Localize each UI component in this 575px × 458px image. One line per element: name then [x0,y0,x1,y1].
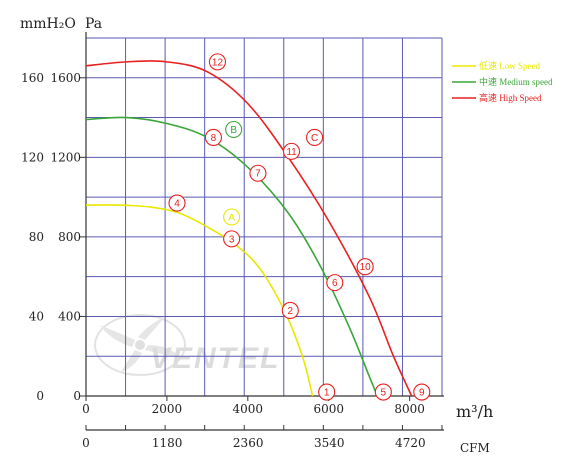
marker-label: B [230,125,237,136]
x-unit-label: m³/h [456,402,493,421]
series-layer [85,60,413,397]
marker-12: 12 [208,53,227,71]
marker-label: 9 [419,388,425,399]
legend-label: 高速 High Speed [479,92,542,103]
x-tick-label: 8000 [394,402,425,416]
marker-7: 7 [249,164,267,182]
y-tick-label-pa: 0 [73,389,81,403]
marker-label: 6 [332,278,338,289]
cfm-tick-label: 0 [82,436,90,450]
marker-A: A [223,208,241,226]
y-tick-label-mmh2o: 80 [29,230,44,244]
marker-circle [356,258,374,276]
y-tick-label-pa: 800 [58,230,81,244]
marker-label: 3 [229,234,235,245]
axis-units: mmH₂O Pa m³/h CFM [20,16,493,455]
marker-2: 2 [281,301,299,320]
marker-label: 10 [360,262,372,273]
marker-circle [225,120,243,139]
marker-circle [208,53,227,71]
marker-circle [306,128,324,146]
marker-label: 1 [324,388,330,399]
x-tick-label: 4000 [233,402,264,416]
y-tick-label-mmh2o: 160 [21,71,44,85]
x-tick-label: 6000 [313,402,344,416]
marker-9: 9 [413,383,431,401]
y-tick-label-mmh2o: 40 [29,309,44,323]
marker-circle [281,301,299,320]
cfm-tick-label: 1180 [152,436,183,450]
y-tick-label-mmh2o: 120 [21,150,44,164]
marker-circle [223,230,241,248]
y-tick-label-mmh2o: 0 [36,389,44,403]
marker-6: 6 [326,274,344,292]
marker-label: 5 [381,388,387,399]
marker-label: A [228,213,235,224]
marker-circle [249,164,267,182]
marker-11: 11 [282,142,301,160]
y-tick-label-pa: 1600 [50,71,81,85]
marker-circle [318,383,336,401]
cfm-tick-label: 2360 [233,436,264,450]
marker-label: 2 [288,306,294,317]
marker-10: 10 [356,258,374,276]
marker-label: 4 [174,199,180,210]
marker-B: B [225,120,243,139]
x-tick-label: 2000 [152,402,183,416]
legend: 低速 Low Speed 中速 Medium speed 高速 High Speed [452,60,553,103]
y-tick-label-pa: 400 [58,309,81,323]
y-unit-label-left: mmH₂O [20,16,76,32]
marker-label: 7 [255,169,261,180]
marker-3: 3 [223,230,241,248]
marker-circle [168,194,186,212]
marker-C: C [306,128,324,146]
y-unit-label-right: Pa [85,16,102,32]
marker-circle [282,142,301,160]
legend-label: 中速 Medium speed [479,76,553,87]
marker-4: 4 [168,194,186,212]
cfm-unit-label: CFM [460,441,490,455]
cfm-tick-label: 4720 [395,436,426,450]
series-line-1 [85,116,379,397]
series-line-0 [85,204,314,397]
watermark: VENTEL [94,314,280,376]
marker-label: C [311,133,318,144]
marker-circle [204,128,222,146]
y-tick-label-pa: 1200 [50,150,81,164]
series-line-2 [85,60,413,397]
marker-circle [374,383,392,401]
marker-circle [413,383,431,401]
marker-1: 1 [318,383,336,401]
marker-label: 12 [212,57,224,68]
marker-label: 11 [286,147,297,158]
cfm-tick-label: 3540 [314,436,345,450]
watermark-text: VENTEL [150,342,280,375]
marker-circle [326,274,344,292]
marker-circle [223,208,241,226]
marker-8: 8 [204,128,222,146]
marker-label: 8 [211,133,217,144]
legend-label: 低速 Low Speed [479,60,540,71]
x-tick-label: 0 [82,402,90,416]
marker-5: 5 [374,383,392,401]
